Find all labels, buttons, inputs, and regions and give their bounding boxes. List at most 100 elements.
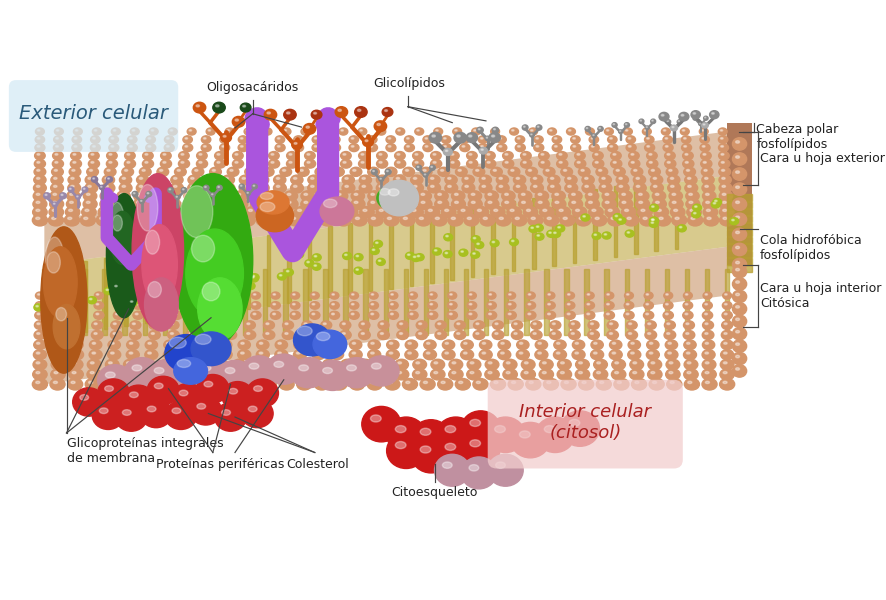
Ellipse shape: [68, 175, 81, 185]
Ellipse shape: [110, 202, 124, 239]
Ellipse shape: [313, 330, 346, 359]
Ellipse shape: [405, 136, 414, 143]
Text: Colesterol: Colesterol: [286, 458, 349, 471]
Ellipse shape: [531, 130, 533, 131]
Ellipse shape: [605, 201, 609, 203]
Ellipse shape: [428, 302, 438, 309]
Ellipse shape: [106, 194, 142, 318]
Ellipse shape: [735, 171, 740, 173]
Ellipse shape: [377, 369, 391, 380]
Ellipse shape: [99, 217, 104, 220]
Ellipse shape: [291, 217, 296, 220]
Ellipse shape: [723, 371, 727, 374]
Ellipse shape: [556, 206, 571, 218]
Ellipse shape: [444, 146, 447, 147]
Ellipse shape: [74, 128, 82, 135]
Ellipse shape: [148, 137, 151, 139]
Ellipse shape: [36, 343, 40, 344]
Ellipse shape: [380, 362, 384, 364]
Ellipse shape: [733, 365, 747, 377]
Ellipse shape: [226, 379, 241, 390]
Ellipse shape: [611, 217, 615, 220]
Ellipse shape: [362, 138, 373, 146]
Ellipse shape: [153, 292, 162, 299]
Ellipse shape: [533, 136, 543, 143]
Ellipse shape: [470, 440, 480, 447]
Ellipse shape: [622, 193, 626, 196]
Ellipse shape: [118, 209, 121, 211]
Ellipse shape: [470, 362, 474, 364]
Ellipse shape: [454, 331, 466, 340]
Ellipse shape: [681, 115, 684, 116]
Ellipse shape: [501, 343, 504, 344]
Ellipse shape: [414, 256, 416, 257]
Ellipse shape: [175, 294, 177, 295]
Ellipse shape: [77, 196, 78, 197]
Ellipse shape: [90, 362, 94, 364]
Bar: [430, 212, 433, 283]
Ellipse shape: [66, 206, 80, 218]
Ellipse shape: [521, 369, 535, 380]
Ellipse shape: [628, 146, 631, 147]
Ellipse shape: [244, 331, 256, 340]
Ellipse shape: [115, 403, 147, 431]
Ellipse shape: [90, 371, 94, 374]
Ellipse shape: [448, 369, 463, 380]
Ellipse shape: [115, 286, 117, 287]
Ellipse shape: [705, 381, 710, 383]
Ellipse shape: [626, 331, 638, 340]
Ellipse shape: [312, 313, 315, 315]
Ellipse shape: [247, 323, 250, 325]
Ellipse shape: [555, 146, 557, 147]
Ellipse shape: [509, 128, 518, 135]
Ellipse shape: [98, 206, 113, 218]
Ellipse shape: [35, 209, 40, 211]
Ellipse shape: [719, 214, 734, 226]
Ellipse shape: [636, 185, 640, 187]
Ellipse shape: [408, 254, 410, 256]
Ellipse shape: [180, 206, 194, 218]
Ellipse shape: [379, 154, 382, 155]
Ellipse shape: [103, 193, 107, 196]
Ellipse shape: [138, 379, 153, 390]
Ellipse shape: [35, 381, 40, 383]
Ellipse shape: [219, 350, 232, 360]
Ellipse shape: [123, 369, 137, 380]
Ellipse shape: [540, 359, 553, 370]
Ellipse shape: [467, 217, 471, 220]
Ellipse shape: [681, 143, 692, 152]
Ellipse shape: [170, 130, 173, 131]
Ellipse shape: [106, 289, 109, 290]
Ellipse shape: [404, 201, 408, 203]
Ellipse shape: [535, 350, 548, 360]
Ellipse shape: [536, 417, 575, 452]
Ellipse shape: [351, 199, 365, 209]
Ellipse shape: [183, 340, 195, 350]
Ellipse shape: [725, 304, 727, 305]
Ellipse shape: [127, 371, 130, 374]
Ellipse shape: [239, 184, 245, 189]
Ellipse shape: [719, 206, 734, 218]
Ellipse shape: [237, 193, 241, 196]
Ellipse shape: [452, 362, 455, 364]
Ellipse shape: [291, 175, 303, 185]
Ellipse shape: [552, 191, 565, 201]
Ellipse shape: [468, 199, 482, 209]
Ellipse shape: [618, 191, 633, 201]
Ellipse shape: [214, 313, 216, 315]
Ellipse shape: [723, 381, 727, 383]
Ellipse shape: [631, 161, 634, 163]
Ellipse shape: [402, 379, 417, 390]
Ellipse shape: [70, 305, 79, 312]
Ellipse shape: [36, 193, 40, 196]
Ellipse shape: [349, 136, 359, 143]
Ellipse shape: [377, 124, 380, 125]
Ellipse shape: [129, 343, 133, 344]
Ellipse shape: [595, 161, 598, 163]
Ellipse shape: [229, 388, 237, 394]
Ellipse shape: [55, 292, 64, 299]
Bar: [323, 269, 328, 335]
Ellipse shape: [349, 350, 362, 360]
Ellipse shape: [253, 185, 254, 186]
Ellipse shape: [626, 321, 637, 329]
